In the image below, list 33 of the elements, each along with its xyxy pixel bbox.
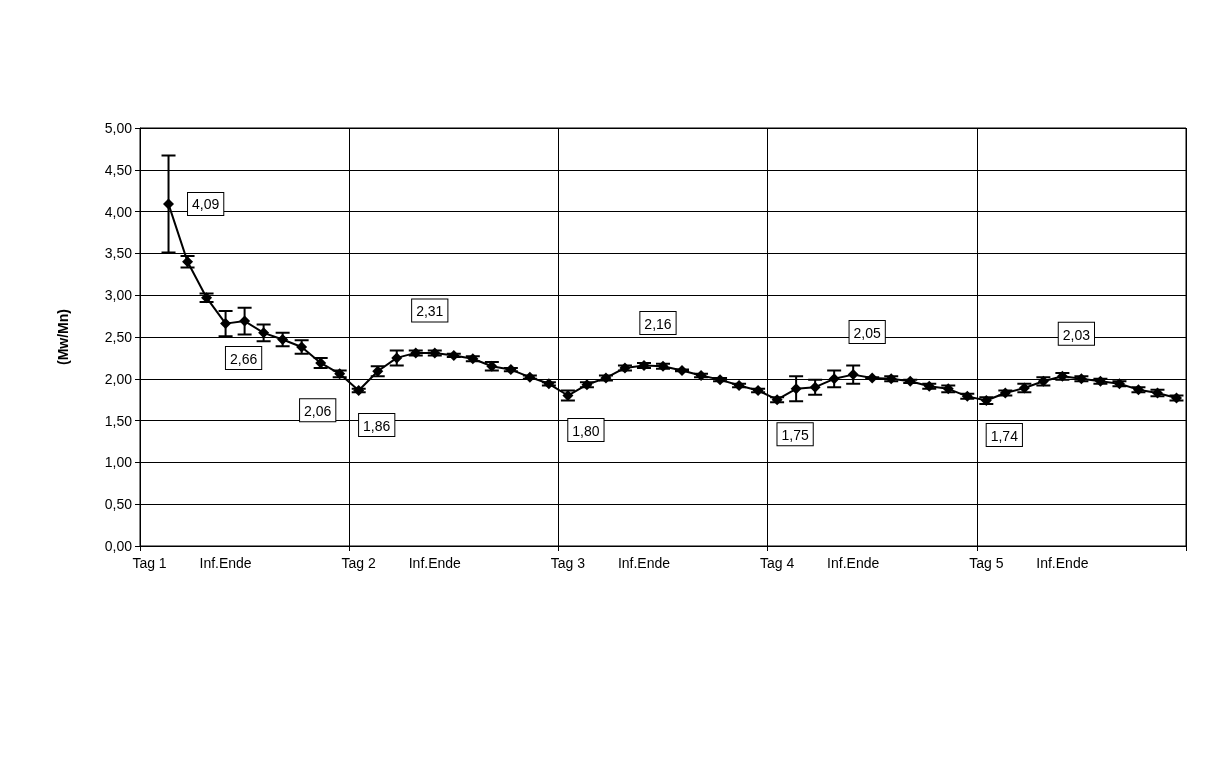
y-axis-title: (Mw/Mn) <box>55 309 71 365</box>
x-tick-label: Tag 5 <box>969 555 1004 571</box>
data-label: 2,16 <box>644 315 672 332</box>
y-tick-label: 3,00 <box>104 287 133 304</box>
y-tick-label: 1,00 <box>104 454 133 471</box>
data-label: 4,09 <box>192 196 220 213</box>
y-tick-label: 1,50 <box>104 412 133 429</box>
y-tick-label: 2,00 <box>104 370 133 387</box>
data-label: 2,06 <box>304 403 332 420</box>
data-label: 1,86 <box>363 418 391 434</box>
y-tick-label: 3,50 <box>104 245 133 262</box>
data-label: 2,05 <box>853 325 882 342</box>
y-tick-label: 0,50 <box>104 496 133 513</box>
x-tick-label: Tag 2 <box>341 555 377 571</box>
x-tick-label: Inf.Ende <box>1036 555 1089 571</box>
data-label: 1,75 <box>781 427 809 444</box>
y-tick-label: 4,00 <box>104 203 133 220</box>
x-tick-label: Inf.Ende <box>199 555 252 571</box>
data-label: 2,31 <box>416 303 444 320</box>
x-tick-label: Tag 3 <box>550 555 586 571</box>
x-tick-label: Inf.Ende <box>408 555 462 571</box>
y-tick-label: 2,50 <box>104 329 133 345</box>
data-label: 1,74 <box>990 428 1019 445</box>
x-tick-label: Inf.Ende <box>827 555 880 571</box>
y-tick-label: 4,50 <box>104 161 133 178</box>
data-label: 2,66 <box>229 351 258 368</box>
x-tick-label: Inf.Ende <box>617 555 671 571</box>
x-tick-label: Tag 4 <box>759 555 795 571</box>
x-tick-label: Tag 1 <box>132 555 167 571</box>
y-tick-label: 5,00 <box>104 120 133 136</box>
y-tick-label: 0,00 <box>104 538 133 554</box>
data-label: 2,03 <box>1062 326 1091 343</box>
data-label: 1,80 <box>572 423 600 440</box>
